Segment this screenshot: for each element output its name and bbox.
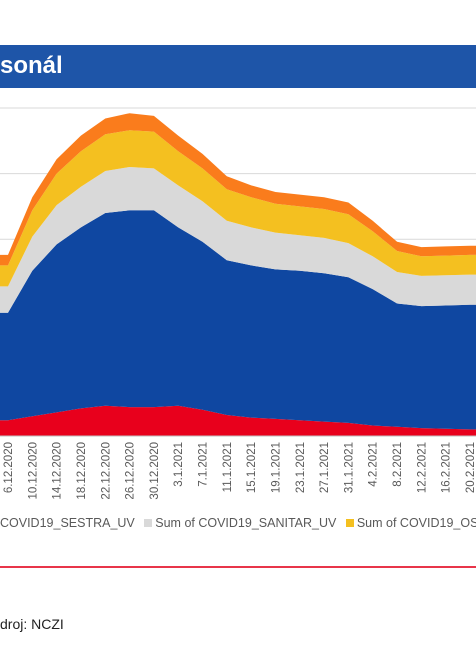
area-series-3 <box>0 130 476 287</box>
x-tick-label: 18.12.2020 <box>76 442 88 500</box>
x-tick-label: 7.1.2021 <box>198 442 210 487</box>
area-series-2 <box>0 167 476 313</box>
x-tick-label: 8.2.2021 <box>392 442 404 487</box>
legend-item-sestra: COVID19_SESTRA_UV <box>0 516 135 530</box>
x-tick-label: 26.12.2020 <box>125 442 137 500</box>
legend-swatch-sanitar <box>144 518 153 527</box>
legend-item-sanitar: Sum of COVID19_SANITAR_UV <box>138 516 336 530</box>
x-tick-label: 10.12.2020 <box>27 442 39 500</box>
x-tick-label: 27.1.2021 <box>319 442 331 493</box>
area-series-4 <box>0 113 476 266</box>
legend-item-ost: Sum of COVID19_OST <box>340 516 476 530</box>
x-tick-label: 6.12.2020 <box>3 442 15 493</box>
x-tick-label: 11.1.2021 <box>222 442 234 492</box>
x-tick-label: 30.12.2020 <box>149 442 161 500</box>
x-tick-label: 14.12.2020 <box>52 442 64 500</box>
source-note: droj: NCZI <box>0 616 64 632</box>
legend-swatch-ost <box>345 518 354 527</box>
legend-label-sestra: COVID19_SESTRA_UV <box>0 516 135 530</box>
x-tick-label: 23.1.2021 <box>295 442 307 493</box>
legend-label-ost: Sum of COVID19_OST <box>356 516 476 530</box>
x-tick-label: 31.1.2021 <box>343 442 355 493</box>
x-tick-label: 12.2.2021 <box>416 442 428 493</box>
x-tick-label: 20.2.2021 <box>465 442 476 493</box>
x-tick-label: 3.1.2021 <box>173 442 185 487</box>
legend-label-sanitar: Sum of COVID19_SANITAR_UV <box>155 516 337 530</box>
stacked-area-chart: 6.12.2020 10.12.2020 14.12.2020 18.12.2020 2… <box>0 107 476 500</box>
x-tick-label: 4.2.2021 <box>368 442 380 487</box>
area-series-1 <box>0 210 476 430</box>
x-tick-label: 19.1.2021 <box>270 442 282 493</box>
x-tick-label: 15.1.2021 <box>246 442 258 493</box>
footer-divider <box>0 566 476 568</box>
x-tick-label: 22.12.2020 <box>100 442 112 500</box>
area-series-0 <box>0 405 476 436</box>
title-banner <box>0 45 476 88</box>
chart-title: sonál <box>0 52 63 79</box>
x-tick-label: 16.2.2021 <box>441 442 453 493</box>
chart-legend: COVID19_SESTRA_UV Sum of COVID19_SANITAR… <box>0 516 476 530</box>
